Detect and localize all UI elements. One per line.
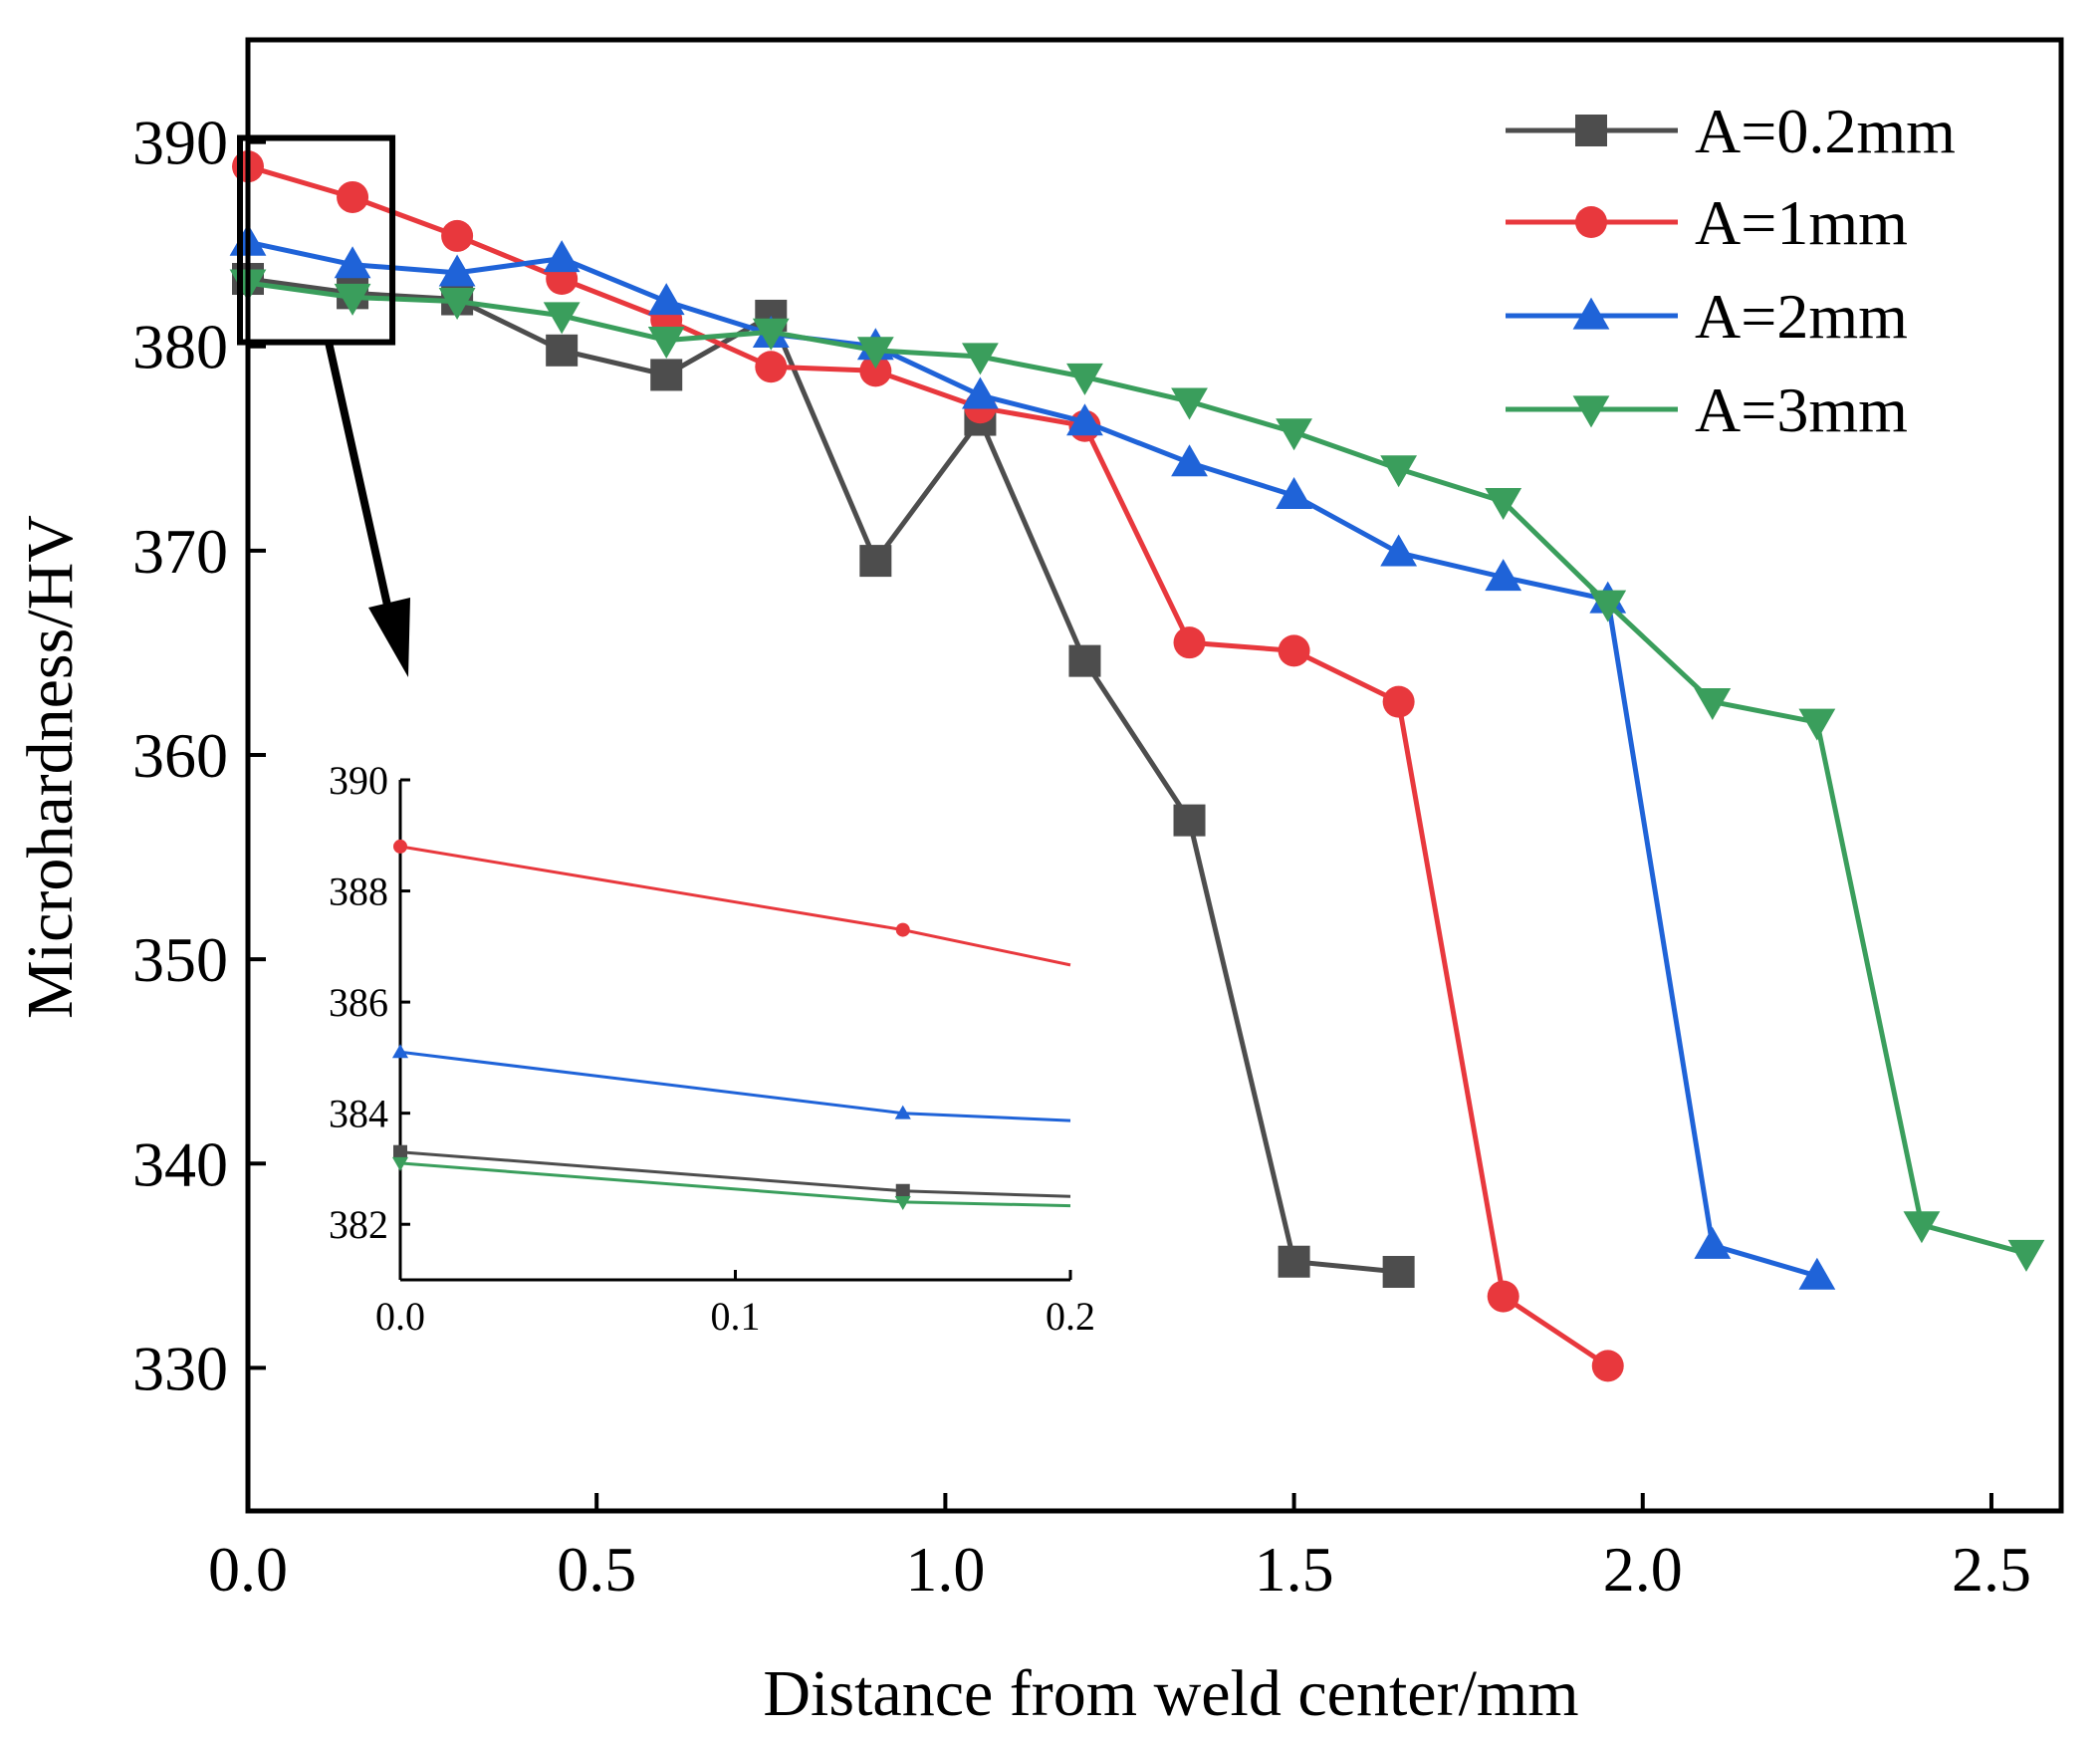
x-tick-label: 0.0 [208, 1534, 288, 1605]
data-point-3-9 [1171, 387, 1208, 420]
data-point-1-13 [1591, 1350, 1624, 1382]
inset-x-tick-label: 0.1 [711, 1294, 761, 1339]
inset-series-line-1 [399, 845, 1071, 967]
data-point-0-11 [1382, 1255, 1415, 1288]
data-point-1-9 [1173, 626, 1206, 659]
series-line-2 [247, 239, 1818, 1279]
inset-y-tick-label: 388 [329, 870, 388, 914]
data-point-0-6 [859, 545, 892, 578]
y-tick-label: 350 [132, 924, 228, 995]
data-point-2-3 [543, 240, 581, 273]
data-point-3-6 [856, 337, 894, 370]
data-point-1-1 [337, 180, 369, 213]
legend-label-3: A=3mm [1695, 374, 1908, 445]
data-point-2-2 [438, 254, 476, 287]
data-point-1-12 [1487, 1280, 1519, 1313]
data-point-2-12 [1485, 559, 1522, 592]
series-line-0 [247, 276, 1399, 1275]
data-point-2-8 [1066, 403, 1103, 436]
legend-label-1: A=1mm [1695, 187, 1908, 258]
inset-data-point-1-1 [895, 922, 910, 937]
x-tick-label: 2.5 [1952, 1534, 2031, 1605]
data-point-3-7 [962, 343, 999, 375]
inset-y-tick-label: 384 [329, 1092, 388, 1136]
legend-marker-1 [1575, 206, 1607, 238]
inset-data-point-0-0 [393, 1144, 407, 1159]
legend-marker-2 [1572, 297, 1610, 330]
data-point-3-16 [1903, 1211, 1941, 1244]
x-tick-label: 0.5 [557, 1534, 636, 1605]
y-axis-title: Microhardness/HV [14, 515, 87, 1019]
inset-series-line-2 [399, 1050, 1071, 1122]
data-point-3-3 [543, 302, 581, 335]
inset-x-tick-label: 0.2 [1046, 1294, 1095, 1339]
plot-frame [245, 37, 2064, 1514]
inset-y-tick-label: 382 [329, 1202, 388, 1247]
data-point-3-1 [334, 283, 371, 316]
data-point-0-3 [546, 334, 579, 367]
series-line-1 [247, 163, 1610, 1368]
data-point-3-8 [1066, 363, 1103, 395]
main-plot: 0.0 0.5 1.0 1.5 2.0 2.5 330 340 350 360 370 380 390 [132, 37, 2064, 1605]
data-point-1-2 [441, 219, 474, 252]
legend-label-0: A=0.2mm [1695, 96, 1956, 166]
y-tick-label: 380 [132, 312, 228, 382]
data-point-1-6 [859, 355, 892, 387]
y-tick-label: 340 [132, 1128, 228, 1199]
data-point-0-9 [1173, 804, 1206, 837]
legend: A=0.2mm A=1mm A=2mm A=3mm [1506, 96, 1956, 445]
data-point-3-4 [647, 326, 685, 359]
data-point-3-2 [438, 287, 476, 320]
inset-data-point-1-0 [393, 839, 407, 854]
y-tick-label: 330 [132, 1333, 228, 1403]
data-point-0-8 [1068, 644, 1101, 677]
x-tick-label: 1.0 [905, 1534, 985, 1605]
y-tick-label: 370 [132, 516, 228, 587]
data-point-2-15 [1798, 1257, 1836, 1290]
data-point-2-1 [334, 246, 371, 279]
y-tick-label: 390 [132, 108, 228, 178]
inset-plot: 0.0 0.1 0.2 382 384 386 388 390 [329, 758, 1095, 1339]
inset-series-line-3 [399, 1161, 1071, 1208]
data-point-3-17 [2007, 1239, 2045, 1272]
data-point-2-4 [647, 283, 685, 316]
inset-data-point-3-1 [894, 1195, 911, 1210]
inset-data-point-2-1 [894, 1105, 911, 1119]
inset-y-tick-label: 386 [329, 980, 388, 1025]
y-tick-label: 360 [132, 720, 228, 791]
series-line-3 [247, 280, 2027, 1256]
data-point-1-5 [755, 351, 788, 383]
data-point-3-5 [752, 318, 790, 351]
data-point-2-7 [962, 376, 999, 409]
data-point-2-10 [1276, 477, 1312, 510]
data-point-1-11 [1382, 685, 1415, 718]
data-point-2-11 [1380, 534, 1418, 567]
zoom-box [237, 134, 396, 346]
legend-label-2: A=2mm [1695, 281, 1908, 352]
zoom-arrow-line [325, 341, 392, 611]
data-point-1-10 [1278, 634, 1310, 667]
inset-data-point-3-0 [391, 1156, 409, 1171]
x-tick-label: 2.0 [1603, 1534, 1683, 1605]
zoom-arrow-head [368, 598, 410, 677]
data-point-3-11 [1380, 455, 1418, 488]
inset-x-tick-label: 0.0 [375, 1294, 425, 1339]
data-point-3-14 [1694, 688, 1732, 721]
inset-data-point-0-1 [895, 1183, 910, 1198]
legend-marker-0 [1575, 115, 1607, 146]
data-point-3-13 [1589, 590, 1627, 622]
inset-data-point-2-0 [391, 1044, 409, 1059]
data-point-3-12 [1485, 488, 1522, 521]
x-axis-title: Distance from weld center/mm [763, 1657, 1578, 1730]
data-point-3-15 [1798, 708, 1836, 741]
data-point-0-10 [1278, 1245, 1310, 1278]
x-tick-label: 1.5 [1255, 1534, 1334, 1605]
data-point-3-10 [1276, 418, 1312, 451]
inset-y-tick-label: 390 [329, 758, 388, 803]
data-point-2-9 [1171, 444, 1208, 477]
data-point-2-14 [1694, 1226, 1732, 1259]
legend-marker-3 [1572, 395, 1610, 428]
data-point-0-4 [650, 359, 683, 391]
